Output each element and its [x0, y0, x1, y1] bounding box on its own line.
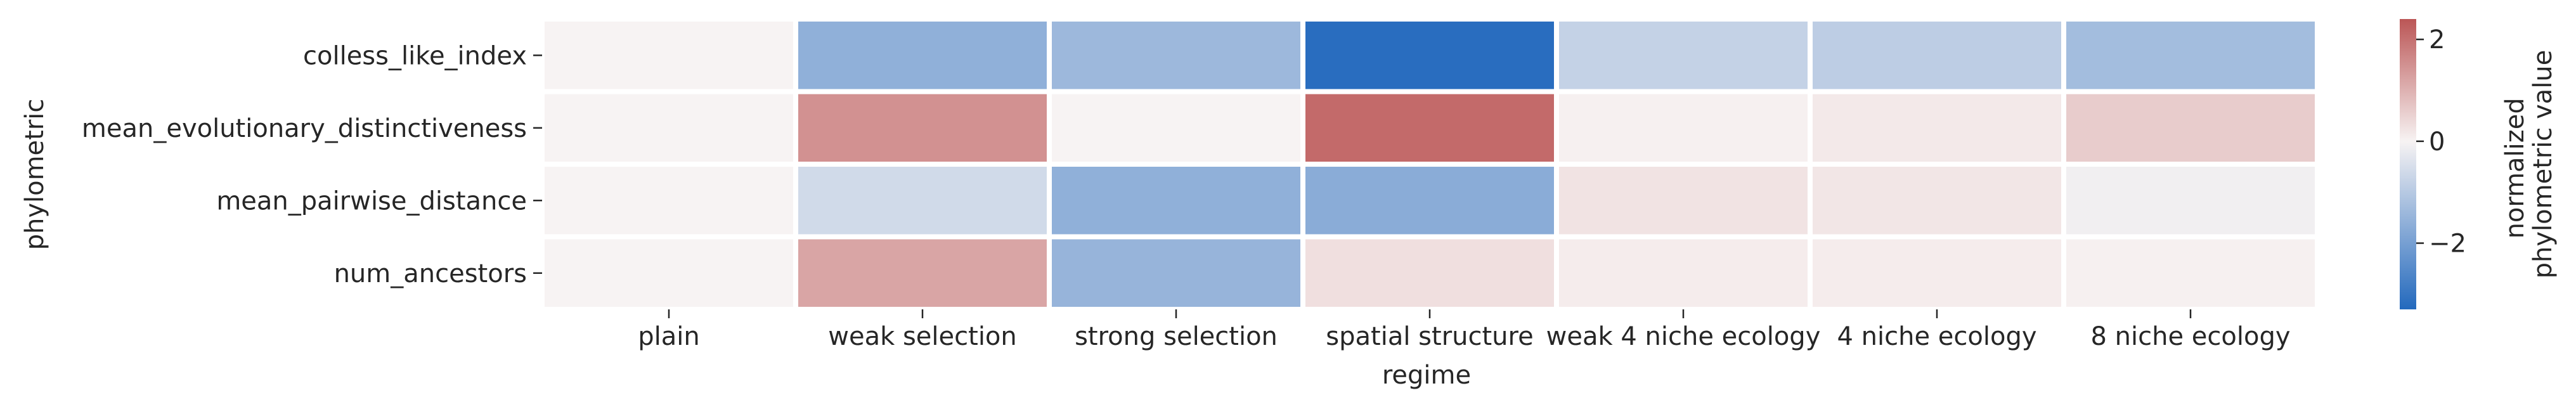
- y-axis-label: phylometric: [20, 99, 49, 250]
- x-tick-label: plain: [638, 322, 699, 351]
- colorbar-tick-label: −2: [2429, 229, 2466, 259]
- heatmap-cell-num_ancestors-plain: [545, 239, 793, 307]
- y-tick-label: mean_pairwise_distance: [216, 186, 527, 216]
- heatmap-cell-mean_pairwise_distance-strong-selection: [1052, 167, 1300, 235]
- heatmap-cell-colless_like_index-spatial-structure: [1305, 22, 1554, 89]
- heatmap-cell-mean_pairwise_distance-8-niche-ecology: [2066, 167, 2315, 235]
- x-axis-label: regime: [1382, 361, 1471, 390]
- heatmap-cell-colless_like_index-weak-selection: [798, 22, 1047, 89]
- heatmap-cells: [545, 22, 2315, 307]
- heatmap-cell-colless_like_index-plain: [545, 22, 793, 89]
- colorbar-label-line-2: phylometric value: [2528, 50, 2558, 279]
- x-axis-ticks: plain weak selection strong selection spati…: [638, 309, 2291, 351]
- colorbar-tick-label: 2: [2429, 25, 2445, 55]
- heatmap-cell-mean_pairwise_distance-4-niche-ecology: [1813, 167, 2061, 235]
- x-tick-label: 4 niche ecology: [1837, 322, 2036, 351]
- y-tick-label: colless_like_index: [303, 41, 527, 70]
- y-axis-ticks: colless_like_index mean_evolutionary_dist…: [82, 41, 542, 288]
- x-tick-label: spatial structure: [1326, 322, 1533, 351]
- heatmap-cell-mean_evolutionary_distinctiveness-weak-selection: [798, 94, 1047, 162]
- heatmap-cell-mean_evolutionary_distinctiveness-plain: [545, 94, 793, 162]
- heatmap-cell-colless_like_index-4-niche-ecology: [1813, 22, 2061, 89]
- x-tick-label: 8 niche ecology: [2090, 322, 2290, 351]
- x-tick-label: weak selection: [828, 322, 1017, 351]
- heatmap-cell-colless_like_index-weak-4-niche-ecology: [1559, 22, 1808, 89]
- heatmap-cell-num_ancestors-4-niche-ecology: [1813, 239, 2061, 307]
- heatmap-cell-mean_evolutionary_distinctiveness-4-niche-ecology: [1813, 94, 2061, 162]
- heatmap-cell-mean_evolutionary_distinctiveness-strong-selection: [1052, 94, 1300, 162]
- colorbar-label: normalized phylometric value: [2501, 50, 2558, 279]
- x-tick-label: strong selection: [1075, 322, 1278, 351]
- heatmap-cell-mean_evolutionary_distinctiveness-spatial-structure: [1305, 94, 1554, 162]
- heatmap-cell-mean_evolutionary_distinctiveness-weak-4-niche-ecology: [1559, 94, 1808, 162]
- heatmap-cell-mean_pairwise_distance-spatial-structure: [1305, 167, 1554, 235]
- heatmap-cell-num_ancestors-spatial-structure: [1305, 239, 1554, 307]
- heatmap-cell-num_ancestors-weak-selection: [798, 239, 1047, 307]
- colorbar-label-line-1: normalized: [2501, 98, 2530, 238]
- y-tick-label: num_ancestors: [334, 259, 527, 288]
- heatmap-cell-num_ancestors-8-niche-ecology: [2066, 239, 2315, 307]
- colorbar-ticks: 2 0 −2: [2416, 25, 2466, 259]
- colorbar: [2400, 19, 2416, 309]
- colorbar-tick-label: 0: [2429, 127, 2445, 157]
- heatmap-cell-mean_pairwise_distance-weak-4-niche-ecology: [1559, 167, 1808, 235]
- x-tick-label: weak 4 niche ecology: [1546, 322, 1821, 351]
- heatmap-cell-mean_pairwise_distance-weak-selection: [798, 167, 1047, 235]
- heatmap-cell-num_ancestors-strong-selection: [1052, 239, 1300, 307]
- heatmap-cell-colless_like_index-strong-selection: [1052, 22, 1300, 89]
- y-tick-label: mean_evolutionary_distinctiveness: [82, 114, 527, 143]
- heatmap-cell-mean_evolutionary_distinctiveness-8-niche-ecology: [2066, 94, 2315, 162]
- heatmap-cell-mean_pairwise_distance-plain: [545, 167, 793, 235]
- heatmap-cell-num_ancestors-weak-4-niche-ecology: [1559, 239, 1808, 307]
- heatmap-cell-colless_like_index-8-niche-ecology: [2066, 22, 2315, 89]
